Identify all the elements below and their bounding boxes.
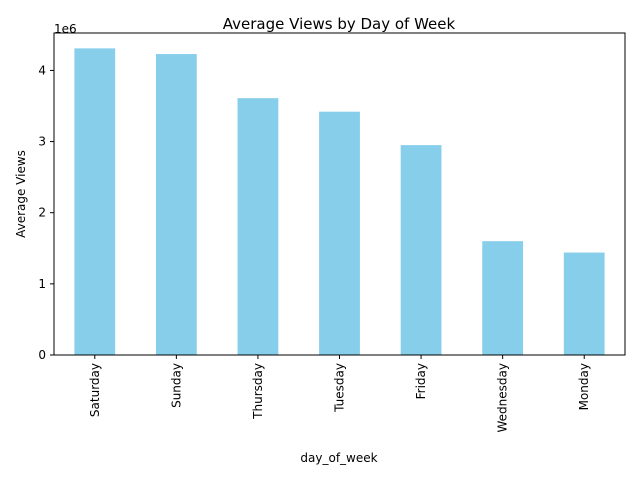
bar-sunday: [155, 54, 197, 355]
x-axis-label: day_of_week: [300, 451, 377, 465]
y-ticks-group: 0 1 2 3 4: [38, 63, 54, 362]
chart-title: Average Views by Day of Week: [223, 15, 456, 33]
y-axis-offset-label: 1e6: [54, 22, 77, 36]
y-tick-label: 2: [38, 206, 46, 220]
bar-saturday: [74, 48, 116, 355]
y-tick-label: 0: [38, 348, 46, 362]
bars-group: [74, 48, 605, 355]
bar-wednesday: [482, 241, 524, 355]
bar-thursday: [237, 98, 279, 355]
x-tick-label-tuesday: Tuesday: [333, 363, 347, 413]
x-tick-label-wednesday: Wednesday: [496, 363, 510, 432]
bar-friday: [400, 145, 442, 355]
y-tick-label: 3: [38, 135, 46, 149]
x-tick-label-saturday: Saturday: [88, 363, 102, 417]
y-axis-label: Average Views: [14, 150, 28, 238]
plot-area-frame: [53, 32, 626, 356]
x-tick-label-monday: Monday: [577, 363, 591, 410]
y-tick-label: 1: [38, 277, 46, 291]
bar-tuesday: [319, 111, 360, 355]
y-tick-label: 4: [38, 63, 46, 77]
x-ticks-group: Saturday Sunday Thursday Tuesday Friday Wedne…: [88, 355, 591, 432]
bar-monday: [563, 252, 605, 355]
x-tick-label-friday: Friday: [414, 363, 428, 399]
x-tick-label-thursday: Thursday: [251, 363, 265, 420]
x-tick-label-sunday: Sunday: [169, 363, 183, 408]
